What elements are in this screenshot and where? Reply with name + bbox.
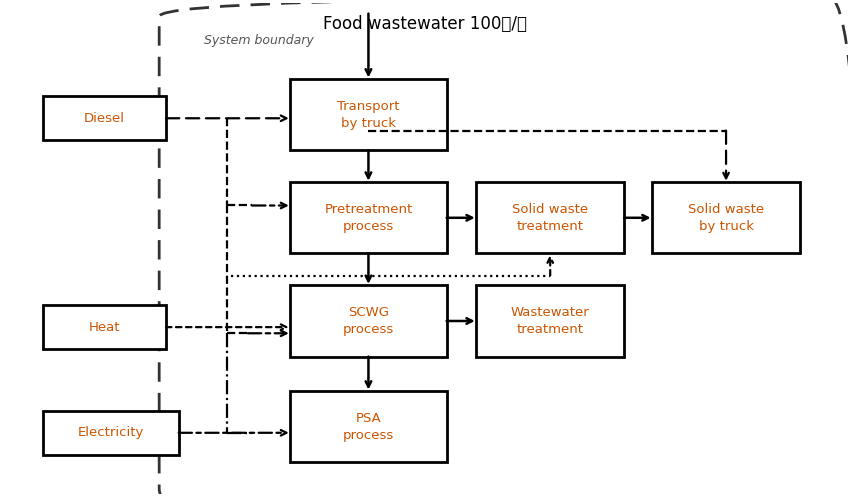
- Text: Heat: Heat: [89, 321, 120, 333]
- Text: Pretreatment
process: Pretreatment process: [324, 203, 413, 233]
- Text: Solid waste
by truck: Solid waste by truck: [688, 203, 764, 233]
- Text: Diesel: Diesel: [84, 112, 125, 125]
- FancyBboxPatch shape: [43, 411, 179, 455]
- FancyBboxPatch shape: [290, 391, 447, 462]
- Text: System boundary: System boundary: [204, 34, 314, 47]
- Text: PSA
process: PSA process: [343, 412, 394, 442]
- FancyBboxPatch shape: [652, 182, 800, 253]
- FancyBboxPatch shape: [290, 285, 447, 357]
- Text: Food wastewater 100톤/일: Food wastewater 100톤/일: [323, 15, 528, 33]
- FancyBboxPatch shape: [290, 79, 447, 150]
- Text: Transport
by truck: Transport by truck: [337, 99, 400, 130]
- FancyBboxPatch shape: [43, 96, 166, 140]
- Text: Electricity: Electricity: [77, 426, 144, 439]
- Text: Solid waste
treatment: Solid waste treatment: [512, 203, 588, 233]
- Text: Wastewater
treatment: Wastewater treatment: [511, 306, 590, 336]
- FancyBboxPatch shape: [477, 182, 624, 253]
- FancyBboxPatch shape: [477, 285, 624, 357]
- FancyBboxPatch shape: [43, 305, 166, 349]
- Text: SCWG
process: SCWG process: [343, 306, 394, 336]
- FancyBboxPatch shape: [290, 182, 447, 253]
